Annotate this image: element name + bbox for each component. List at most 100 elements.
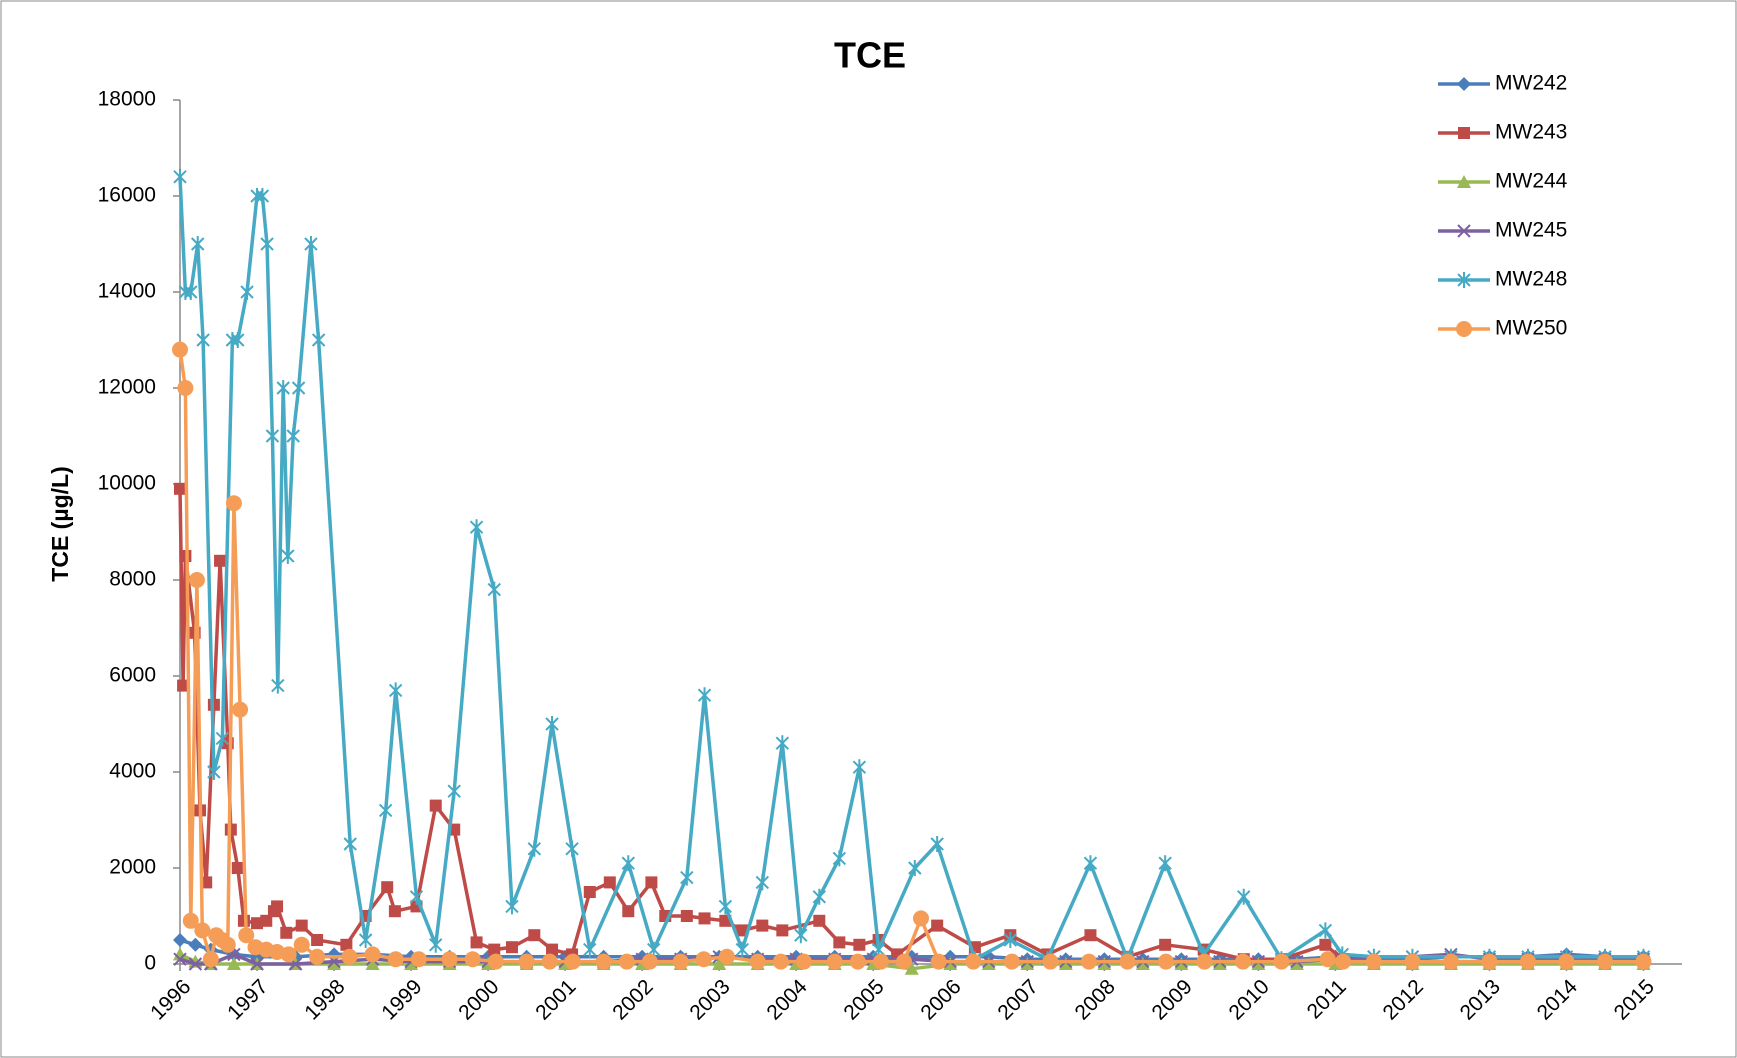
- data-point: [1157, 953, 1174, 970]
- data-point: [410, 951, 427, 968]
- data-point: [1635, 953, 1652, 970]
- data-point: [756, 919, 769, 932]
- data-point: [188, 957, 203, 971]
- y-tick-label: 18000: [98, 88, 156, 111]
- data-point: [378, 802, 393, 819]
- data-point: [291, 380, 306, 396]
- data-point: [188, 937, 203, 952]
- y-tick-label: 0: [144, 952, 156, 975]
- data-point: [930, 836, 944, 852]
- data-point: [943, 957, 958, 970]
- chart-title: TCE: [834, 35, 906, 76]
- data-point: [215, 730, 230, 747]
- data-point: [207, 764, 221, 780]
- y-axis-label: TCE (µg/L): [47, 466, 73, 581]
- data-point: [202, 951, 219, 968]
- data-point: [341, 948, 358, 965]
- y-tick-label: 4000: [109, 760, 156, 783]
- data-point: [641, 953, 658, 970]
- data-point: [271, 677, 285, 694]
- data-point: [381, 881, 394, 894]
- data-point: [564, 953, 581, 970]
- data-point: [184, 284, 198, 300]
- data-point: [487, 953, 504, 970]
- data-point: [833, 936, 846, 949]
- data-point: [231, 332, 245, 348]
- data-point: [172, 341, 188, 358]
- data-point: [340, 938, 353, 951]
- data-point: [853, 938, 866, 951]
- legend-label: MW250: [1495, 317, 1567, 340]
- data-point: [755, 874, 770, 891]
- data-point: [1003, 932, 1018, 948]
- data-point: [194, 922, 211, 939]
- data-point: [1158, 855, 1172, 872]
- data-point: [1084, 929, 1097, 942]
- data-point: [271, 900, 284, 913]
- y-tick-label: 12000: [98, 376, 156, 399]
- data-point: [260, 914, 273, 927]
- legend-label: MW242: [1495, 72, 1567, 95]
- data-point: [182, 912, 199, 929]
- data-point: [1365, 953, 1382, 970]
- data-point: [1058, 957, 1073, 970]
- data-point: [712, 957, 727, 970]
- data-point: [1273, 953, 1290, 970]
- data-point: [930, 953, 947, 970]
- data-point: [409, 888, 424, 905]
- y-tick-label: 6000: [109, 664, 156, 687]
- data-point: [173, 933, 187, 947]
- legend-marker: [1457, 175, 1471, 188]
- data-point: [191, 236, 205, 252]
- data-point: [311, 332, 326, 348]
- data-point: [281, 548, 295, 564]
- data-point: [545, 716, 559, 732]
- data-point: [645, 876, 658, 889]
- data-point: [981, 957, 996, 970]
- legend-marker: [1457, 224, 1471, 238]
- data-point: [1319, 938, 1332, 951]
- data-point: [188, 572, 205, 588]
- data-point: [309, 948, 326, 965]
- data-point: [680, 910, 693, 922]
- data-point: [237, 914, 250, 927]
- data-point: [518, 953, 535, 970]
- data-point: [1234, 953, 1251, 970]
- data-point: [387, 951, 404, 968]
- data-point: [231, 862, 244, 874]
- y-tick-label: 10000: [98, 472, 156, 495]
- data-point: [1080, 953, 1097, 970]
- legend-label: MW248: [1495, 268, 1567, 291]
- data-point: [1335, 953, 1352, 970]
- data-point: [826, 953, 843, 970]
- data-point: [595, 953, 612, 970]
- data-point: [1174, 957, 1189, 970]
- data-point: [1083, 855, 1098, 872]
- data-point: [469, 519, 484, 536]
- data-point: [698, 912, 711, 925]
- data-point: [488, 943, 501, 956]
- data-point: [1237, 888, 1251, 905]
- data-point: [1097, 957, 1112, 970]
- data-point: [1003, 953, 1020, 970]
- legend-label: MW243: [1495, 121, 1567, 144]
- data-point: [429, 936, 443, 953]
- data-point: [327, 957, 342, 970]
- data-point: [240, 284, 254, 300]
- y-tick-label: 8000: [109, 568, 156, 591]
- data-point: [219, 936, 236, 953]
- data-point: [276, 380, 290, 396]
- data-point: [388, 905, 401, 918]
- data-point: [528, 929, 541, 942]
- data-point: [280, 926, 293, 939]
- data-point: [196, 332, 210, 348]
- data-point: [603, 876, 616, 889]
- data-point: [718, 898, 733, 915]
- data-point: [265, 428, 280, 444]
- data-point: [441, 951, 458, 968]
- data-point: [225, 495, 242, 512]
- data-point: [295, 919, 308, 932]
- data-point: [251, 917, 264, 930]
- data-point: [304, 236, 318, 252]
- data-point: [794, 927, 808, 944]
